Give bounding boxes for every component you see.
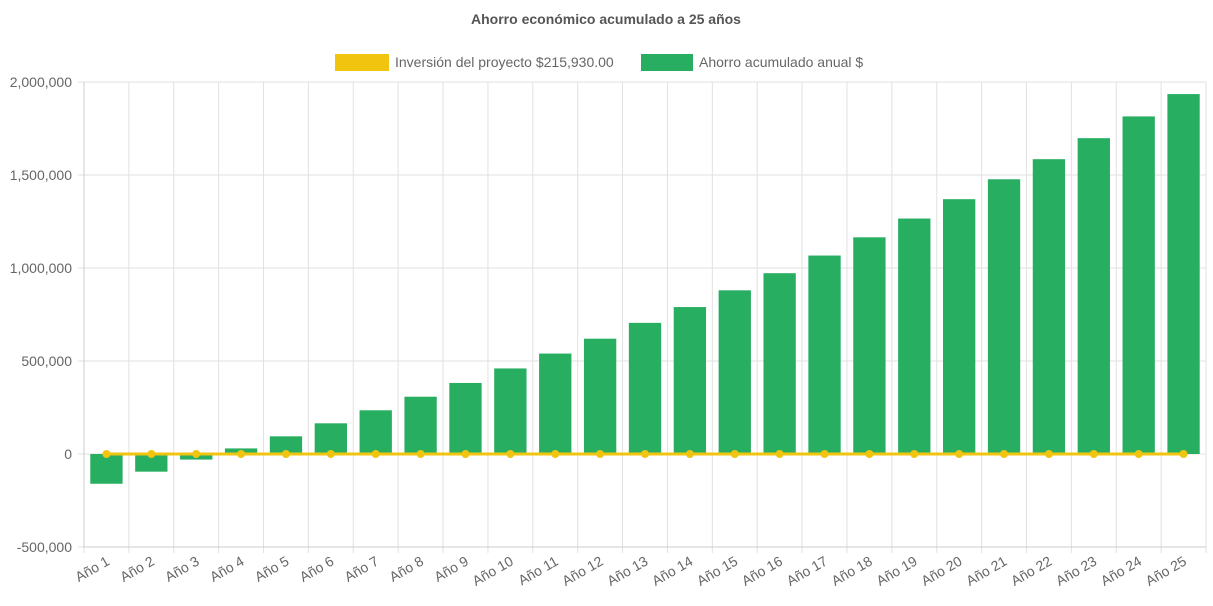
legend-label-investment[interactable]: Inversión del proyecto $215,930.00 (395, 54, 614, 70)
investment-point[interactable] (910, 450, 919, 458)
investment-point[interactable] (685, 450, 694, 458)
investment-point[interactable] (461, 450, 470, 458)
savings-bar[interactable] (1032, 159, 1066, 454)
savings-bar[interactable] (763, 273, 796, 454)
investment-point[interactable] (237, 450, 246, 458)
savings-bar[interactable] (673, 307, 707, 454)
x-tick-label: Año 19 (873, 553, 920, 589)
legend-label-savings[interactable]: Ahorro acumulado anual $ (699, 54, 863, 70)
investment-point[interactable] (1044, 450, 1053, 458)
investment-point[interactable] (281, 450, 290, 458)
investment-point[interactable] (596, 450, 605, 458)
x-tick-label: Año 8 (386, 553, 426, 585)
savings-bar[interactable] (1167, 94, 1200, 454)
savings-bar[interactable] (494, 368, 527, 454)
investment-line (102, 450, 1188, 458)
legend: Inversión del proyecto $215,930.00 Ahorr… (335, 54, 863, 71)
savings-bar[interactable] (943, 199, 976, 454)
savings-bar[interactable] (539, 353, 572, 454)
savings-bar[interactable] (449, 382, 482, 454)
x-tick-label: Año 21 (963, 553, 1010, 589)
x-tick-label: Año 4 (207, 553, 247, 585)
investment-point[interactable] (147, 450, 156, 458)
x-tick-label: Año 17 (784, 553, 831, 589)
savings-bar[interactable] (987, 179, 1021, 454)
savings-bar[interactable] (269, 436, 303, 454)
x-tick-label: Año 3 (162, 553, 202, 585)
x-tick-label: Año 7 (342, 553, 382, 585)
investment-point[interactable] (865, 450, 874, 458)
x-tick-label: Año 23 (1053, 553, 1100, 589)
legend-swatch-investment[interactable] (335, 54, 389, 71)
y-tick-label: 1,000,000 (10, 260, 72, 276)
investment-point[interactable] (506, 450, 515, 458)
investment-point[interactable] (192, 450, 201, 458)
x-tick-label: Año 18 (828, 553, 875, 589)
y-tick-label: 1,500,000 (10, 167, 72, 183)
y-tick-label: 0 (64, 446, 72, 462)
investment-point[interactable] (551, 450, 560, 458)
savings-bar[interactable] (898, 218, 931, 454)
investment-point[interactable] (1134, 450, 1143, 458)
investment-point[interactable] (416, 450, 425, 458)
investment-point[interactable] (1000, 450, 1009, 458)
investment-point[interactable] (102, 450, 111, 458)
x-tick-label: Año 1 (72, 553, 112, 585)
investment-point[interactable] (1179, 450, 1188, 458)
savings-bar[interactable] (359, 410, 392, 454)
x-tick-label: Año 10 (469, 553, 516, 589)
investment-point[interactable] (820, 450, 829, 458)
savings-bar[interactable] (718, 290, 751, 454)
x-tick-label: Año 11 (515, 553, 561, 589)
savings-bar[interactable] (583, 338, 617, 454)
x-tick-label: Año 12 (559, 553, 606, 589)
x-tick-label: Año 9 (431, 553, 471, 585)
savings-bar[interactable] (135, 454, 168, 472)
savings-bar[interactable] (314, 423, 347, 454)
savings-bar[interactable] (808, 255, 841, 454)
bars (90, 94, 1200, 484)
x-tick-label: Año 14 (649, 553, 696, 589)
investment-point[interactable] (1089, 450, 1098, 458)
grid (78, 81, 1207, 553)
y-tick-label: -500,000 (17, 539, 72, 555)
y-tick-label: 2,000,000 (10, 74, 72, 90)
legend-swatch-savings[interactable] (641, 54, 693, 71)
investment-point[interactable] (326, 450, 335, 458)
x-tick-label: Año 5 (252, 553, 292, 585)
investment-point[interactable] (641, 450, 649, 458)
savings-bar[interactable] (1077, 138, 1110, 454)
investment-point[interactable] (955, 450, 964, 458)
investment-point[interactable] (775, 450, 784, 458)
x-tick-label: Año 16 (739, 553, 786, 589)
y-tick-label: 500,000 (21, 353, 72, 369)
savings-bar[interactable] (404, 396, 437, 454)
savings-bar[interactable] (853, 237, 886, 454)
savings-bar[interactable] (90, 454, 123, 484)
x-tick-label: Año 24 (1098, 553, 1145, 589)
x-tick-label: Año 22 (1008, 553, 1055, 589)
x-axis: Año 1 Año 2 Año 3 Año 4 Año 5 Año 6 Año 7 Año 8… (72, 553, 1189, 589)
y-axis: -500,000 0 500,000 1,000,000 1,500,000 2,000,… (10, 74, 73, 555)
savings-bar[interactable] (628, 322, 662, 454)
chart-title: Ahorro económico acumulado a 25 años (471, 11, 741, 27)
savings-bar[interactable] (1122, 116, 1155, 454)
x-tick-label: Año 2 (117, 553, 157, 585)
x-tick-label: Año 20 (918, 553, 965, 589)
investment-point[interactable] (730, 450, 739, 458)
x-tick-label: Año 15 (694, 553, 741, 589)
x-tick-label: Año 13 (604, 553, 651, 589)
investment-point[interactable] (371, 450, 380, 458)
x-tick-label: Año 6 (297, 553, 337, 585)
x-tick-label: Año 25 (1143, 553, 1190, 589)
